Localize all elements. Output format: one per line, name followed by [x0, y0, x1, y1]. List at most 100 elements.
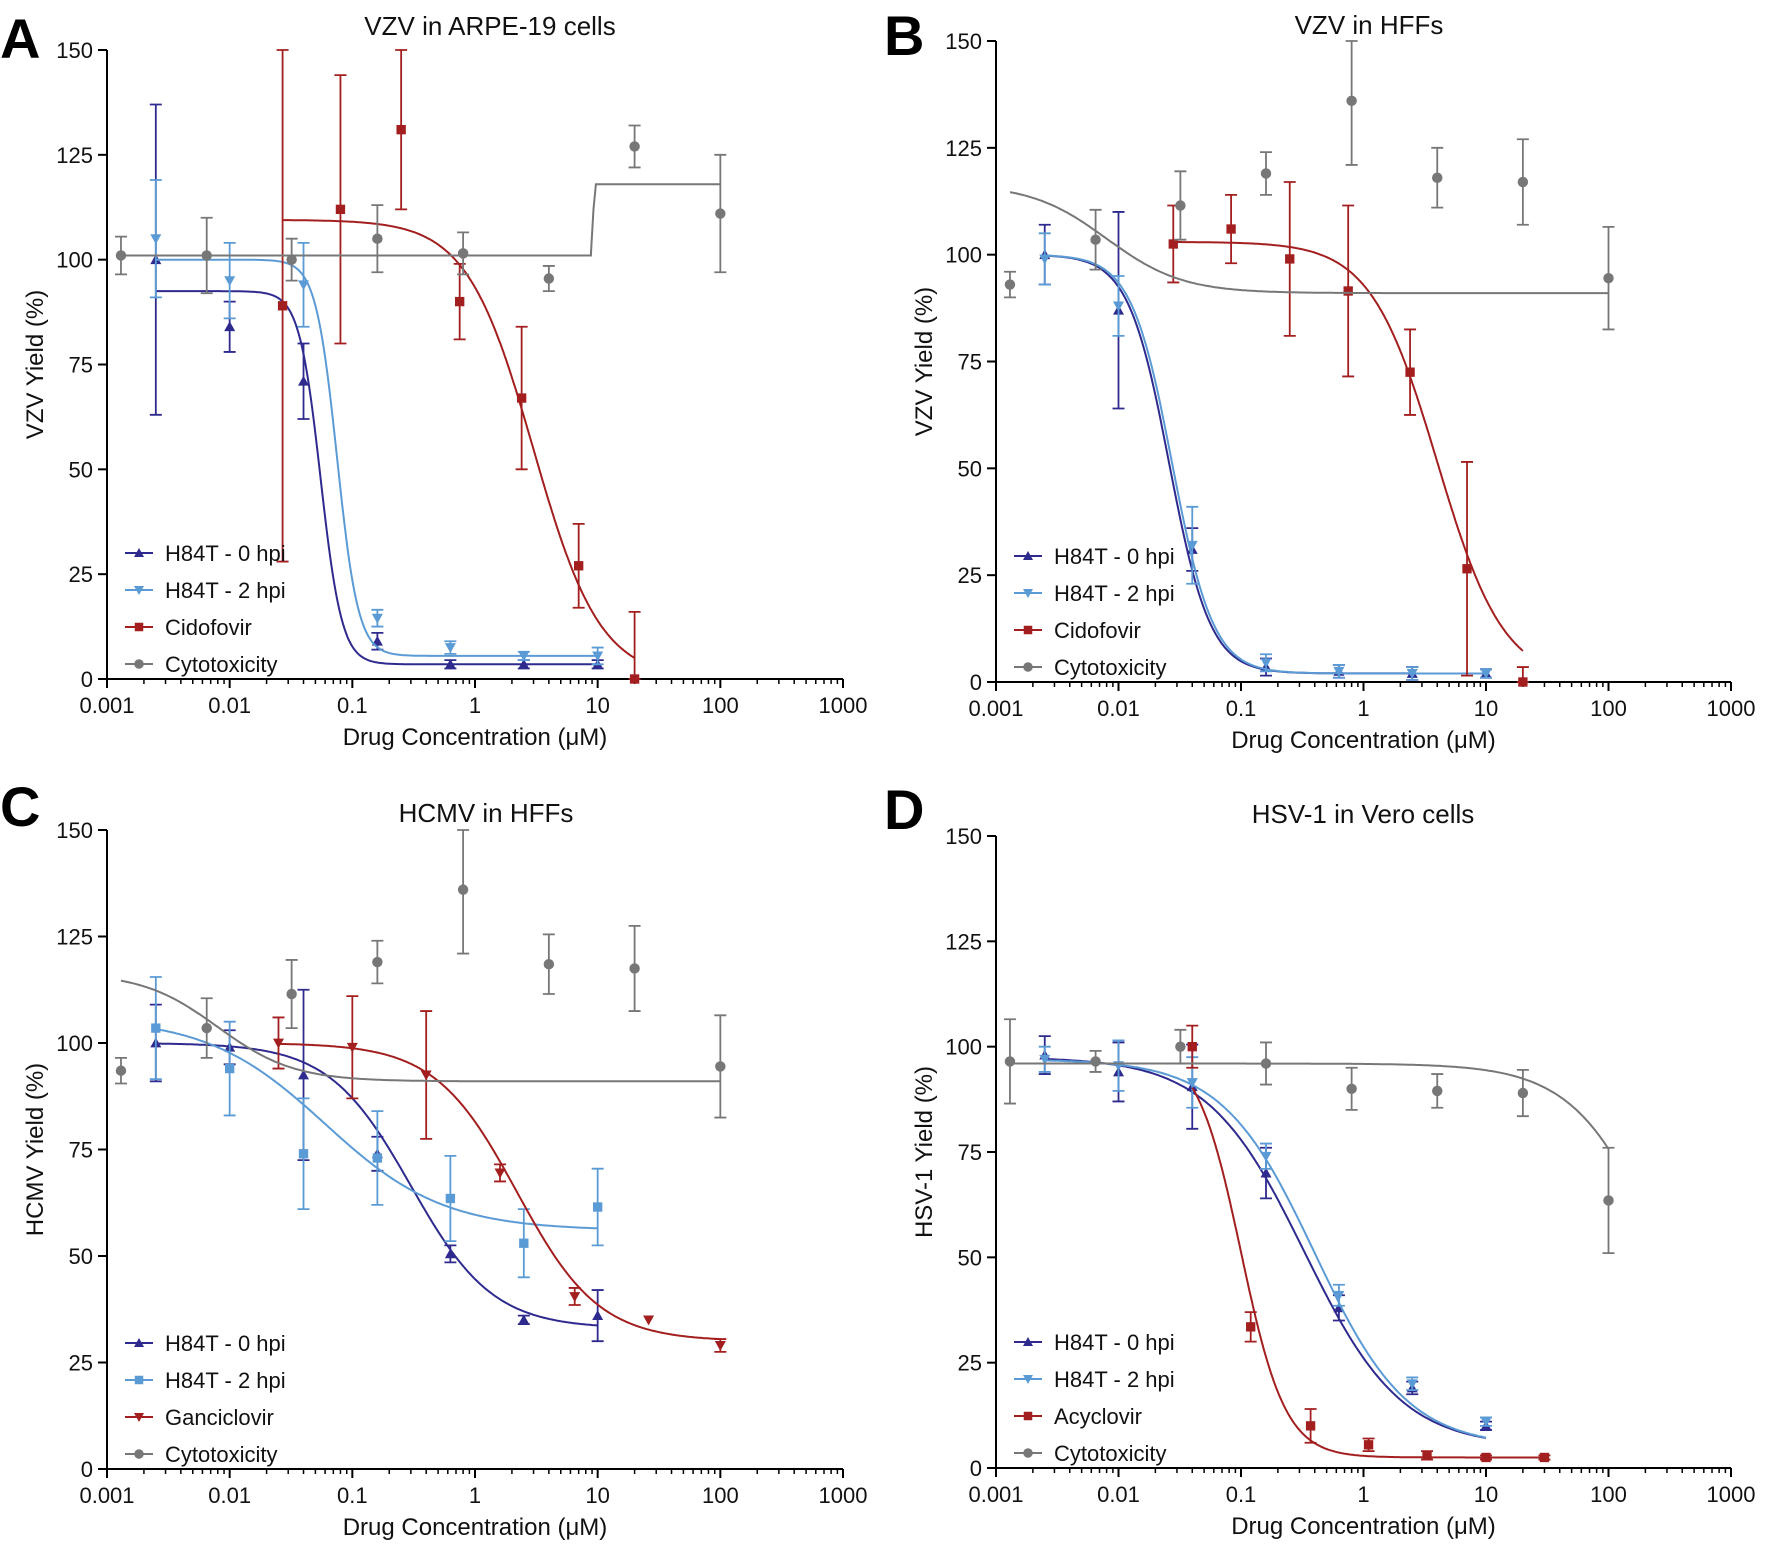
y-tick-label: 75 [958, 1140, 982, 1165]
x-tick-label: 0.01 [208, 693, 251, 718]
x-tick-label: 10 [585, 693, 609, 718]
data-point [115, 1065, 127, 1076]
y-tick-label: 50 [958, 1245, 982, 1270]
data-point [592, 1310, 604, 1321]
data-point [372, 956, 383, 968]
y-tick-label: 100 [945, 243, 982, 268]
y-tick-label: 75 [69, 1138, 93, 1163]
y-tick-label: 0 [81, 1457, 93, 1482]
data-point [272, 1038, 284, 1049]
error-bar [628, 611, 641, 680]
series-cidofovir [1167, 181, 1529, 687]
data-point [629, 963, 640, 974]
data-point [444, 658, 456, 669]
legend-marker [134, 548, 144, 557]
fit-curve [278, 1042, 721, 1341]
data-point [1186, 1078, 1198, 1088]
legend-label: H84T - 0 hpi [165, 1331, 286, 1356]
data-point [1260, 1151, 1272, 1162]
x-tick-label: 1 [469, 693, 481, 718]
y-tick-label: 50 [69, 457, 93, 482]
data-point [1285, 254, 1295, 264]
y-tick-label: 150 [945, 29, 982, 54]
data-point [518, 658, 530, 669]
x-tick-label: 0.1 [1226, 1482, 1257, 1507]
legend: H84T - 0 hpi H84T - 2 hpi Acyclovir Cytotox… [1014, 1330, 1175, 1466]
x-tick-label: 100 [702, 693, 739, 718]
data-point [1603, 1195, 1614, 1206]
x-tick-label: 0.01 [208, 1483, 251, 1508]
legend-marker [1023, 1411, 1033, 1421]
data-point [371, 613, 383, 624]
legend-marker [1023, 1448, 1033, 1458]
data-point [1518, 677, 1528, 687]
y-axis-label: HSV-1 Yield (%) [911, 1066, 938, 1238]
panel-letter: A [0, 7, 40, 70]
series-h84t-2-hpi [149, 976, 604, 1279]
y-tick-label: 75 [69, 353, 93, 378]
data-point [569, 1292, 581, 1302]
data-point [592, 651, 604, 662]
y-tick-label: 150 [56, 818, 93, 843]
data-point [115, 250, 127, 261]
data-point [444, 1248, 456, 1259]
panel-letter: B [884, 4, 924, 67]
legend-label: Ganciclovir [165, 1405, 274, 1430]
series-h84t-2-hpi [1038, 232, 1492, 681]
legend-label: H84T - 2 hpi [1054, 1367, 1175, 1392]
x-tick-label: 10 [1474, 1482, 1498, 1507]
y-tick-label: 50 [69, 1244, 93, 1269]
y-tick-label: 100 [56, 1031, 93, 1056]
series-acyclovir [1186, 1024, 1551, 1463]
x-tick-label: 1000 [819, 1483, 868, 1508]
legend-marker [134, 1413, 144, 1422]
series-cytotoxicity [1003, 1018, 1615, 1255]
legend: H84T - 0 hpi H84T - 2 hpi Cidofovir Cytotox… [1014, 544, 1175, 680]
x-axis-label: Drug Concentration (μM) [343, 1514, 608, 1541]
data-point [1090, 1056, 1101, 1067]
data-point [1462, 564, 1472, 574]
data-point [150, 234, 162, 245]
y-tick-label: 125 [945, 929, 982, 954]
data-point [1481, 1452, 1491, 1463]
legend-label: Cidofovir [165, 615, 252, 640]
legend-label: H84T - 2 hpi [1054, 581, 1175, 606]
y-tick-label: 25 [958, 1351, 982, 1376]
y-axis-label: VZV Yield (%) [22, 290, 49, 439]
series-cytotoxicity [1003, 40, 1615, 331]
data-point [277, 301, 288, 311]
legend-marker [134, 659, 144, 669]
legend-marker [1023, 589, 1033, 598]
fit-curve [155, 290, 598, 666]
data-point [714, 1341, 726, 1351]
data-point [1406, 669, 1418, 679]
legend-marker [134, 586, 144, 595]
series-h84t-2-hpi [149, 179, 604, 666]
legend-marker [1023, 1375, 1033, 1384]
data-point [1405, 367, 1415, 377]
data-point [1090, 234, 1101, 245]
panel-a: A VZV in ARPE-19 cells 0 25 50 75 100 125 150 0.0… [0, 7, 867, 751]
data-point [1246, 1322, 1256, 1332]
data-point [1004, 1056, 1016, 1067]
y-tick-label: 25 [69, 1351, 93, 1376]
legend-label: Cytotoxicity [1054, 655, 1166, 680]
data-point [457, 248, 469, 259]
x-tick-label: 0.001 [79, 1483, 134, 1508]
panel-letter: D [884, 778, 924, 841]
legend-marker [134, 622, 144, 632]
x-axis-label: Drug Concentration (μM) [1231, 1513, 1496, 1540]
fit-curve [1044, 254, 1486, 675]
y-tick-label: 25 [69, 562, 93, 587]
legend-label: Acyclovir [1054, 1404, 1142, 1429]
series-cytotoxicity [114, 124, 727, 295]
series-h84t-0-hpi [1038, 211, 1492, 681]
fit-curve [1009, 191, 1609, 295]
panel-d: D HSV-1 in Vero cells 0 25 50 75 100 125 150 0.00… [884, 778, 1755, 1540]
data-point [420, 1070, 432, 1081]
legend-label: Cidofovir [1054, 618, 1141, 643]
data-point [201, 1022, 212, 1034]
series-ganciclovir [272, 995, 727, 1353]
data-point [518, 651, 530, 662]
data-point [1168, 239, 1178, 249]
